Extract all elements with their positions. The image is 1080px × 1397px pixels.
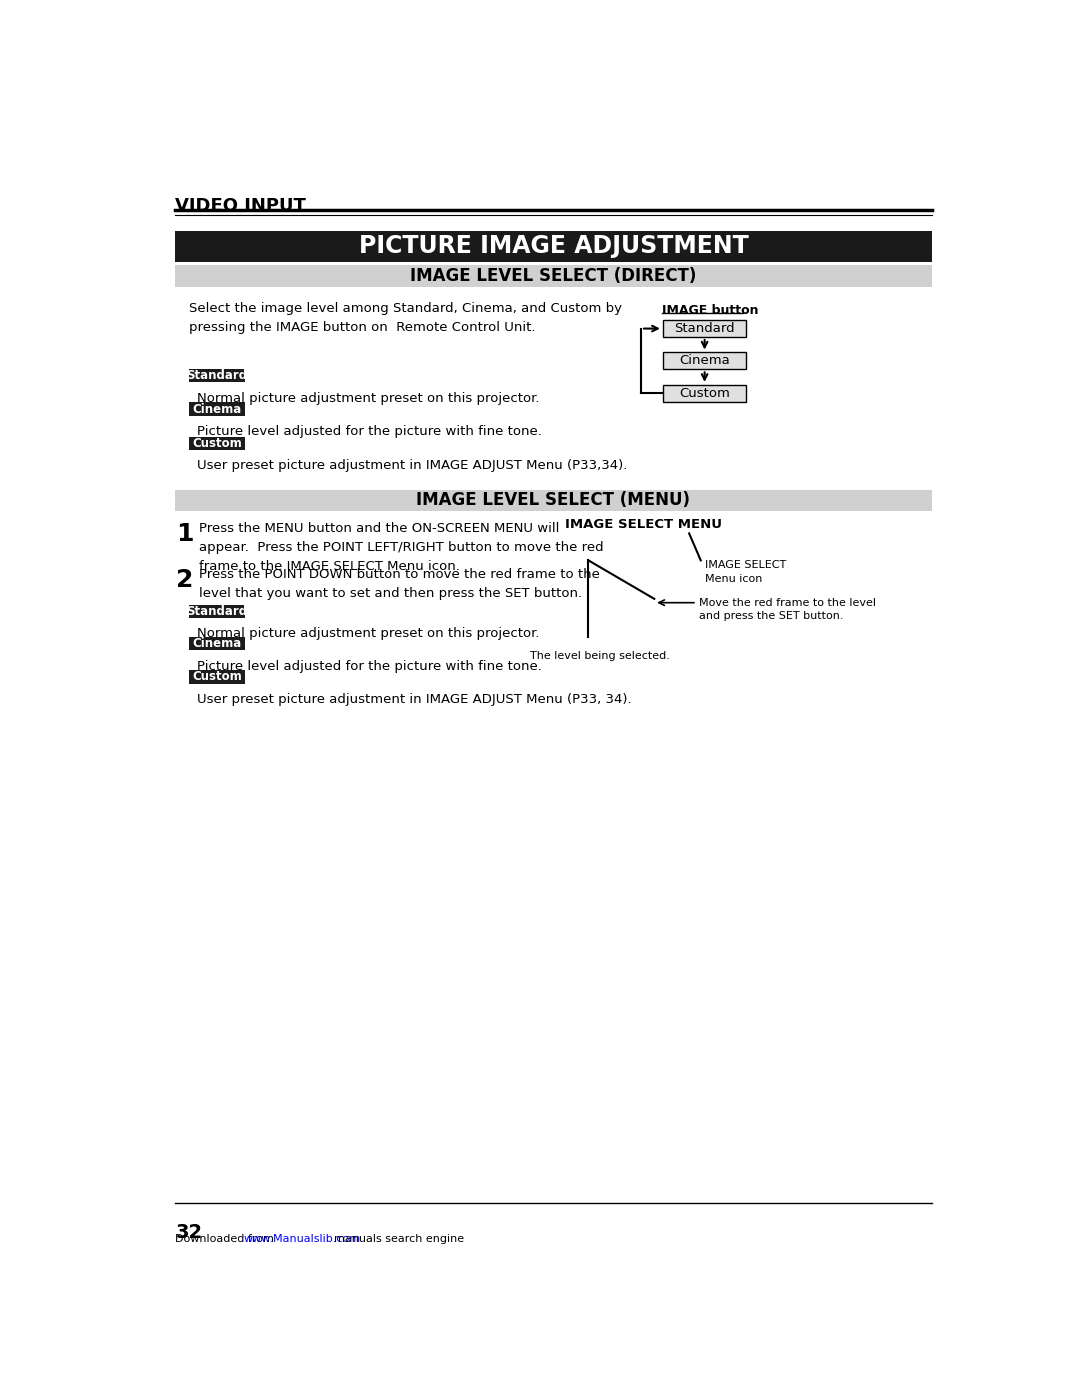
Text: 1: 1	[176, 522, 193, 546]
Text: Custom: Custom	[192, 437, 242, 450]
Text: Picture level adjusted for the picture with fine tone.: Picture level adjusted for the picture w…	[197, 659, 542, 673]
Text: IMAGE LEVEL SELECT (DIRECT): IMAGE LEVEL SELECT (DIRECT)	[410, 267, 697, 285]
Text: Picture level adjusted for the picture with fine tone.: Picture level adjusted for the picture w…	[197, 425, 542, 437]
Text: Downloaded from: Downloaded from	[175, 1234, 278, 1245]
Text: Move the red frame to the level
and press the SET button.: Move the red frame to the level and pres…	[699, 598, 876, 622]
Text: User preset picture adjustment in IMAGE ADJUST Menu (P33, 34).: User preset picture adjustment in IMAGE …	[197, 693, 632, 705]
Text: The level being selected.: The level being selected.	[530, 651, 670, 661]
Text: Normal picture adjustment preset on this projector.: Normal picture adjustment preset on this…	[197, 391, 540, 405]
FancyBboxPatch shape	[175, 489, 932, 511]
Text: Standard: Standard	[674, 323, 734, 335]
FancyBboxPatch shape	[175, 265, 932, 286]
Text: Cinema: Cinema	[192, 637, 242, 651]
FancyBboxPatch shape	[663, 384, 746, 402]
FancyBboxPatch shape	[189, 369, 245, 383]
FancyBboxPatch shape	[189, 637, 245, 651]
Text: IMAGE LEVEL SELECT (MENU): IMAGE LEVEL SELECT (MENU)	[417, 492, 690, 510]
Text: User preset picture adjustment in IMAGE ADJUST Menu (P33,34).: User preset picture adjustment in IMAGE …	[197, 460, 627, 472]
Text: VIDEO INPUT: VIDEO INPUT	[175, 197, 306, 215]
Text: Press the POINT DOWN button to move the red frame to the
level that you want to : Press the POINT DOWN button to move the …	[199, 569, 599, 601]
Text: manuals search engine: manuals search engine	[327, 1234, 464, 1245]
Text: Custom: Custom	[679, 387, 730, 400]
Text: IMAGE SELECT MENU: IMAGE SELECT MENU	[565, 518, 723, 531]
Text: IMAGE button: IMAGE button	[662, 305, 758, 317]
Text: Normal picture adjustment preset on this projector.: Normal picture adjustment preset on this…	[197, 627, 540, 640]
FancyBboxPatch shape	[175, 231, 932, 261]
FancyBboxPatch shape	[189, 671, 245, 683]
Text: Standard: Standard	[187, 605, 247, 617]
Text: Press the MENU button and the ON-SCREEN MENU will
appear.  Press the POINT LEFT/: Press the MENU button and the ON-SCREEN …	[199, 522, 603, 573]
FancyBboxPatch shape	[189, 402, 245, 415]
FancyBboxPatch shape	[189, 605, 245, 617]
Text: Standard: Standard	[187, 369, 247, 383]
Text: Cinema: Cinema	[679, 355, 730, 367]
Text: Select the image level among Standard, Cinema, and Custom by
pressing the IMAGE : Select the image level among Standard, C…	[189, 302, 622, 334]
Text: IMAGE SELECT
Menu icon: IMAGE SELECT Menu icon	[704, 560, 786, 584]
FancyBboxPatch shape	[189, 437, 245, 450]
Text: PICTURE IMAGE ADJUSTMENT: PICTURE IMAGE ADJUSTMENT	[359, 235, 748, 258]
Text: Custom: Custom	[192, 671, 242, 683]
FancyBboxPatch shape	[663, 320, 746, 337]
Text: 32: 32	[175, 1222, 202, 1242]
Text: 2: 2	[176, 569, 193, 592]
Text: www.Manualslib.com: www.Manualslib.com	[243, 1234, 361, 1245]
Text: Cinema: Cinema	[192, 402, 242, 415]
FancyBboxPatch shape	[663, 352, 746, 369]
